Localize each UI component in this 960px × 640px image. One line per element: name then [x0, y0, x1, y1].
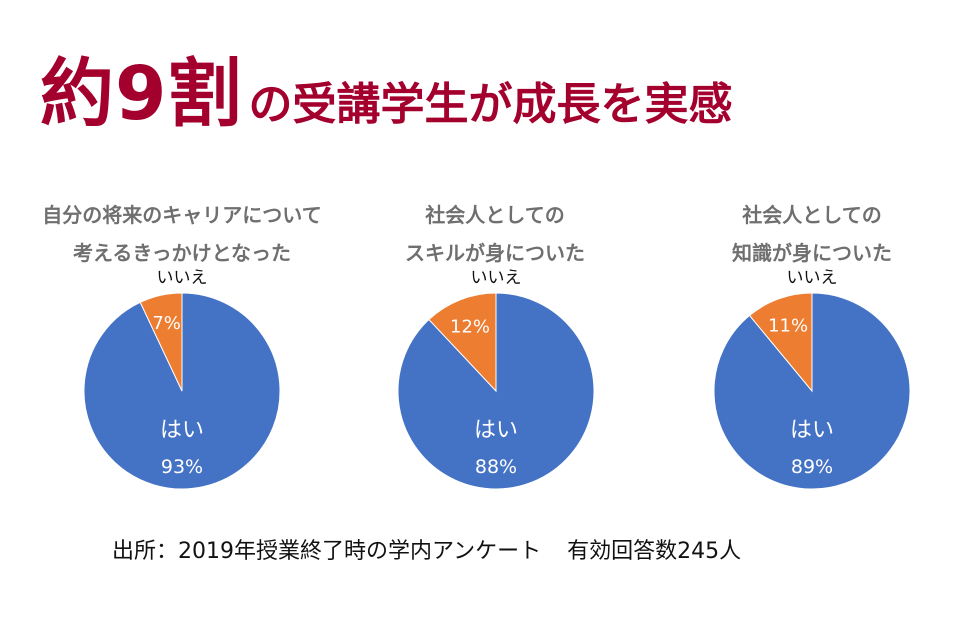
- pie-slice-no: [748, 292, 813, 393]
- data-label-yes: はい: [474, 418, 518, 443]
- pie-slice-yes: [397, 292, 595, 490]
- chart-title-line: 社会人としての: [425, 203, 565, 227]
- chart-title-line: 自分の将来のキャリアについて: [42, 203, 322, 227]
- chart-title-skills: 社会人としての スキルが身についた: [315, 196, 675, 272]
- data-value-no: 12%: [450, 316, 490, 337]
- pie-slice-no: [139, 292, 183, 392]
- headline-emphasis: 約9割: [40, 51, 243, 137]
- chart-title-line: 考えるきっかけとなった: [73, 241, 291, 265]
- response-count: 有効回答数245人: [567, 539, 742, 564]
- data-label-no: いいえ: [157, 268, 208, 288]
- data-value-yes: 93%: [161, 456, 203, 478]
- source-note: 出所：2019年授業終了時の学内アンケート 有効回答数245人: [112, 533, 741, 565]
- headline-rest: の受講学生が成長を実感: [248, 79, 733, 130]
- data-value-yes: 88%: [475, 456, 517, 478]
- chart-title-knowledge: 社会人としての 知識が身についた: [632, 196, 960, 272]
- data-value-yes: 89%: [791, 456, 833, 478]
- source-text: 出所：2019年授業終了時の学内アンケート: [112, 539, 542, 564]
- chart-title-line: 知識が身についた: [732, 241, 892, 265]
- chart-title-line: 社会人としての: [742, 203, 882, 227]
- data-label-yes: はい: [790, 418, 834, 443]
- data-value-no: 7%: [152, 313, 181, 334]
- chart-title-career: 自分の将来のキャリアについて 考えるきっかけとなった: [2, 196, 362, 272]
- data-value-no: 11%: [768, 316, 808, 337]
- chart-title-line: スキルが身についた: [405, 241, 585, 265]
- pie-slice-no: [428, 292, 497, 393]
- data-label-no: いいえ: [787, 268, 838, 288]
- data-label-yes: はい: [160, 418, 204, 443]
- page-headline: 約9割 の受講学生が成長を実感: [40, 34, 733, 144]
- data-label-no: いいえ: [471, 268, 522, 288]
